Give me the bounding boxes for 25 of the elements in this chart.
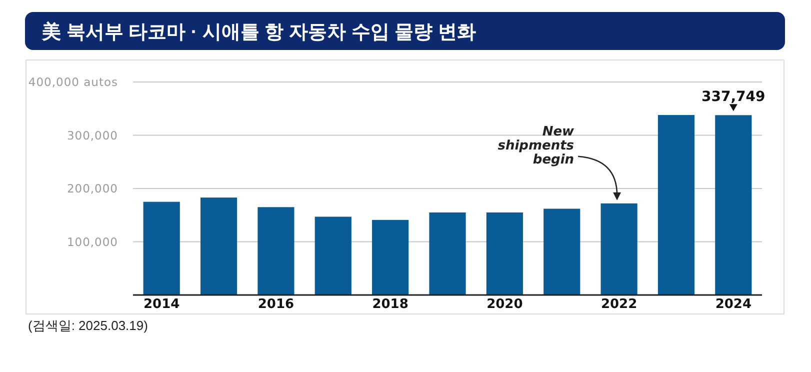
bar bbox=[372, 220, 409, 295]
bar bbox=[486, 212, 523, 295]
x-tick-label: 2014 bbox=[143, 297, 180, 312]
y-tick-label: 300,000 bbox=[66, 128, 118, 142]
x-tick-label: 2024 bbox=[715, 297, 752, 312]
bar bbox=[658, 115, 695, 295]
data-label: 337,749 bbox=[702, 89, 766, 106]
bar bbox=[600, 203, 638, 295]
bar bbox=[200, 198, 238, 295]
y-tick-label: 400,000 autos bbox=[28, 75, 118, 89]
chart-title: 美 북서부 타코마 · 시애틀 항 자동차 수입 물량 변화 bbox=[41, 21, 476, 43]
y-tick-label: 100,000 bbox=[66, 234, 118, 249]
bar bbox=[314, 216, 352, 295]
x-tick-label: 2018 bbox=[372, 297, 408, 312]
bar bbox=[715, 115, 752, 295]
text: (검색일: 2025.03.19) bbox=[28, 318, 148, 333]
x-tick-label: 2020 bbox=[486, 297, 523, 312]
bar bbox=[429, 212, 466, 295]
bar bbox=[143, 202, 180, 295]
x-tick-label: 2022 bbox=[600, 297, 638, 312]
annotation: New shipments begin bbox=[498, 124, 576, 168]
bar bbox=[544, 208, 580, 295]
bar bbox=[258, 207, 294, 295]
y-tick-label: 200,000 bbox=[66, 182, 118, 196]
x-tick-label: 2016 bbox=[258, 297, 294, 312]
